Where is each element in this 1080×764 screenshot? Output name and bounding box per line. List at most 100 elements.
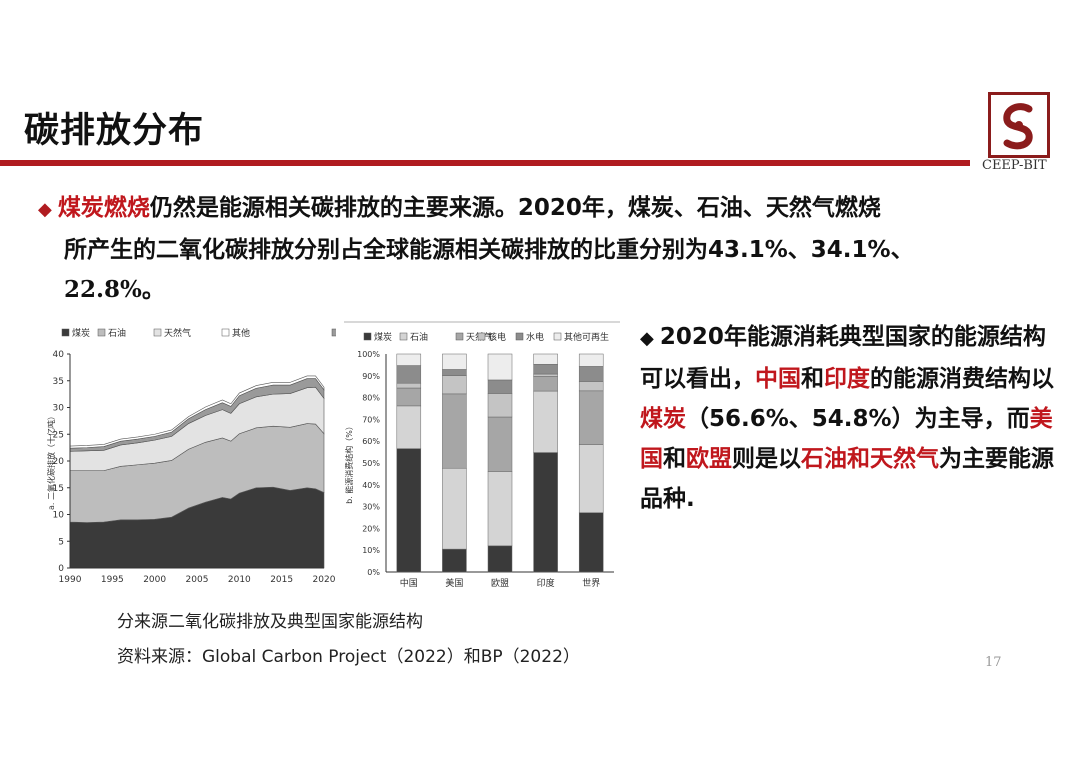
para2-text: 为主要能源品种. (640, 446, 1054, 512)
legend-label: 煤炭 (72, 327, 90, 339)
legend-label: 天然气 (164, 327, 191, 339)
y-tick-label: 60% (362, 437, 380, 446)
legend-swatch (153, 328, 162, 337)
para2-text: 则是以 (732, 446, 801, 472)
legend-swatch (97, 328, 106, 337)
bar-segment (487, 471, 513, 547)
y-tick-label: 80% (362, 394, 380, 403)
bar-segment (533, 353, 558, 365)
legend-swatch (477, 332, 486, 341)
legend-swatch (553, 332, 562, 341)
para2-text: 和 (801, 366, 824, 392)
y-tick-label: 90% (362, 372, 380, 381)
bar-segment (487, 545, 513, 573)
x-tick-label: 中国 (400, 577, 418, 589)
bar-segment (533, 390, 558, 453)
page-number: 17 (985, 655, 1002, 670)
highlight-oil-gas: 石油和天然气 (801, 446, 939, 472)
x-tick-label: 2005 (186, 575, 209, 585)
bar-segment (442, 369, 467, 376)
bar-segment (578, 512, 604, 573)
x-tick-label: 欧盟 (491, 577, 509, 589)
para2-text: 的能源消费结构以 (870, 366, 1054, 392)
y-tick-label: 25 (53, 430, 64, 440)
legend-swatch (61, 328, 70, 337)
bar-segment (442, 375, 467, 395)
ceep-bit-logo: CEEP-BIT (982, 92, 1064, 182)
para2-text: （56.6%、54.8%）为主导，而 (686, 406, 1030, 432)
highlight-coal: 煤炭 (640, 406, 686, 432)
bar-segment (533, 363, 558, 375)
paragraph-coal-emissions: ◆ 煤炭燃烧仍然是能源相关碳排放的主要来源。2020年，煤炭、石油、天然气燃烧 所… (38, 188, 1028, 310)
bar-segment (578, 381, 604, 392)
y-tick-label: 50% (362, 459, 380, 468)
y-tick-label: 20% (362, 524, 380, 533)
logo-emblem (988, 92, 1050, 158)
bar-segment (396, 382, 422, 389)
x-tick-label: 2000 (143, 575, 166, 585)
y-axis-label: a. 二氧化碳排放（十亿吨） (46, 412, 56, 510)
legend-label: 其他可再生 (564, 331, 609, 343)
highlight-india: 印度 (824, 366, 870, 392)
bar-segment (578, 390, 604, 445)
legend-label: 石油 (108, 327, 126, 339)
y-tick-label: 100% (357, 350, 380, 359)
x-tick-label: 世界 (582, 577, 600, 589)
para1-line3: 22.8%。 (64, 276, 165, 303)
paragraph-energy-structure: ◆ 2020年能源消耗典型国家的能源结构可以看出，中国和印度的能源消费结构以煤炭（… (640, 317, 1065, 519)
co2-emissions-svg: 煤炭石油天然气水泥过程排放其他0510152025303540199019952… (46, 327, 396, 585)
energy-structure-bar-chart: 煤炭石油天然气核电水电其他可再生0%10%20%30%40%50%60%70%8… (340, 318, 624, 594)
y-tick-label: 10% (362, 546, 380, 555)
para2-text: 2020年能源消耗典型国家的能源结构可以看出， (640, 324, 1046, 392)
area-series (69, 375, 325, 449)
y-tick-label: 70% (362, 415, 380, 424)
para1-line1: ◆ 煤炭燃烧仍然是能源相关碳排放的主要来源。2020年，煤炭、石油、天然气燃烧 (38, 188, 1028, 230)
y-tick-label: 40% (362, 481, 380, 490)
para1-line2: 所产生的二氧化碳排放分别占全球能源相关碳排放的比重分别为43.1%、34.1%、 (64, 237, 914, 263)
para2-text: 和 (663, 446, 686, 472)
y-tick-label: 30 (53, 404, 65, 414)
x-tick-label: 美国 (445, 577, 463, 589)
legend-label: 核电 (488, 331, 506, 343)
bar-segment (396, 365, 422, 384)
logo-swirl-icon (1003, 103, 1033, 150)
bar-segment (396, 387, 422, 407)
y-tick-label: 40 (53, 350, 65, 360)
coal-combustion-highlight: 煤炭燃烧 (57, 195, 150, 221)
legend-swatch (363, 332, 372, 341)
x-tick-label: 2015 (270, 575, 293, 585)
energy-structure-svg: 煤炭石油天然气核电水电其他可再生0%10%20%30%40%50%60%70%8… (344, 321, 620, 589)
bar-segment (533, 376, 558, 392)
diamond-bullet-icon: ◆ (38, 199, 52, 220)
bar-segment (396, 353, 422, 366)
y-tick-label: 35 (53, 377, 64, 387)
para1-line1-text: 仍然是能源相关碳排放的主要来源。2020年，煤炭、石油、天然气燃烧 (149, 195, 881, 221)
y-tick-label: 30% (362, 503, 380, 512)
bar-segment (442, 548, 467, 573)
bar-segment (396, 405, 422, 449)
logo-text: CEEP-BIT (982, 158, 1047, 173)
x-tick-label: 印度 (537, 577, 555, 589)
bar-segment (533, 452, 558, 573)
legend-label: 水电 (526, 331, 544, 343)
bar-segment (487, 379, 513, 394)
bar-segment (487, 353, 513, 381)
legend-swatch (399, 332, 408, 341)
bar-segment (487, 416, 513, 472)
y-tick-label: 15 (53, 484, 64, 494)
bar-segment (487, 393, 513, 418)
figure-source: 资料来源：Global Carbon Project（2022）和BP（2022… (117, 647, 580, 667)
bar-segment (533, 373, 558, 377)
bar-segment (578, 353, 604, 367)
x-tick-label: 2020 (313, 575, 336, 585)
legend-swatch (331, 328, 340, 337)
legend-label: 石油 (410, 331, 428, 343)
bar-segment (578, 444, 604, 513)
diamond-bullet-icon: ◆ (640, 328, 654, 349)
highlight-china: 中国 (755, 366, 801, 392)
y-tick-label: 0% (367, 568, 380, 577)
title-divider (0, 160, 970, 166)
x-tick-label: 1990 (59, 575, 82, 585)
highlight-usa: 美国 (640, 406, 1053, 472)
legend-swatch (221, 328, 230, 337)
